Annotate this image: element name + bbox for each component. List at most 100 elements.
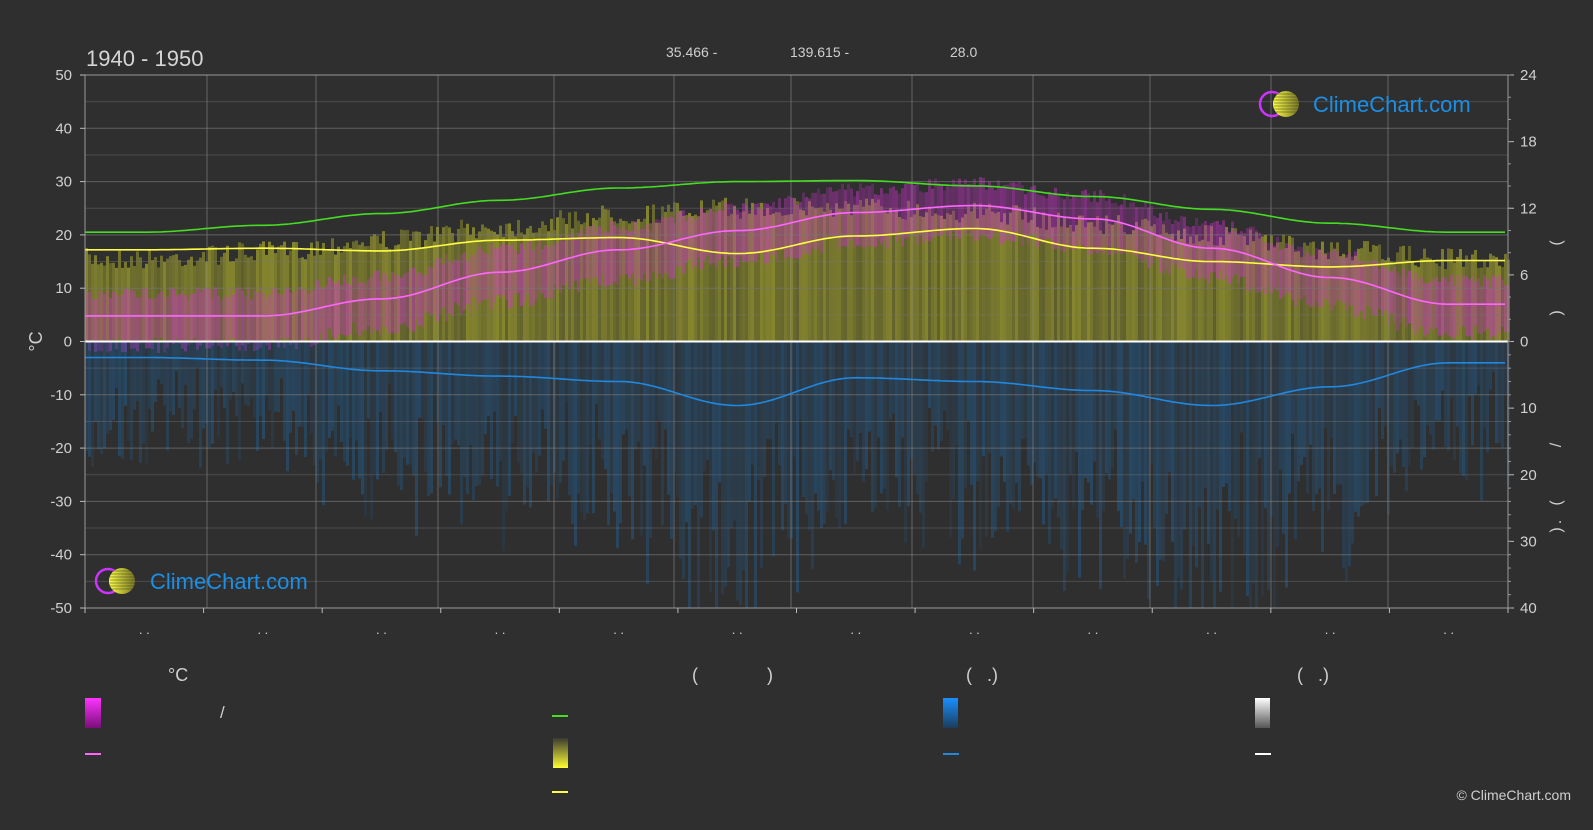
sunshine-band-bar	[1378, 244, 1381, 342]
precipitation-band-bar	[1426, 341, 1429, 426]
sunshine-band-bar	[106, 256, 109, 342]
precipitation-band-bar	[184, 341, 187, 386]
precipitation-band-bar	[649, 341, 652, 538]
precipitation-band-bar	[1084, 341, 1087, 479]
precipitation-band-bar	[427, 341, 430, 497]
x-tick-label: . .	[1206, 622, 1217, 637]
precipitation-band-bar	[562, 341, 565, 461]
precipitation-band-bar	[244, 341, 247, 405]
sunshine-band-bar	[1177, 230, 1180, 342]
precipitation-band-bar	[763, 341, 766, 477]
sunshine-band-bar	[271, 245, 274, 342]
precipitation-band-bar	[472, 341, 475, 501]
precipitation-band-bar	[496, 341, 499, 487]
temperature-band-bar	[802, 192, 805, 255]
temperature-band-bar	[358, 282, 361, 336]
temperature-band-bar	[787, 195, 790, 257]
temperature-band-bar	[400, 277, 403, 325]
precipitation-band-bar	[631, 341, 634, 540]
temperature-band-bar	[94, 299, 97, 352]
temperature-band-bar	[1351, 256, 1354, 305]
precipitation-band-bar	[820, 341, 823, 528]
precipitation-band-bar	[940, 341, 943, 442]
precipitation-band-bar	[532, 341, 535, 453]
precipitation-band-bar	[1129, 341, 1132, 534]
precipitation-band-bar	[1123, 341, 1126, 580]
temperature-band-bar	[862, 187, 865, 248]
precipitation-band-bar	[193, 341, 196, 410]
sunshine-band-bar	[1042, 212, 1045, 342]
precipitation-band-bar	[337, 341, 340, 406]
precipitation-band-bar	[424, 341, 427, 473]
precipitation-band-bar	[1054, 341, 1057, 499]
sunshine-band-bar	[220, 256, 223, 342]
temperature-band-bar	[1441, 277, 1444, 337]
temperature-band-bar	[1375, 261, 1378, 317]
temperature-band-bar	[865, 185, 868, 249]
temperature-band-bar	[799, 202, 802, 258]
precipitation-band-bar	[796, 341, 799, 593]
x-tick-label: . .	[1443, 622, 1454, 637]
precipitation-band-bar	[1318, 341, 1321, 489]
precipitation-band-bar	[253, 341, 256, 419]
sunshine-band-bar	[826, 203, 829, 342]
sunshine-band-bar	[1291, 237, 1294, 342]
sunshine-band-bar	[1318, 249, 1321, 342]
precipitation-band-bar	[976, 341, 979, 482]
precipitation-band-bar	[1279, 341, 1282, 470]
temperature-band-bar	[529, 240, 532, 307]
temperature-band-bar	[1237, 233, 1240, 284]
sunshine-band-bar	[1306, 245, 1309, 342]
precipitation-band-bar	[664, 341, 667, 430]
sunshine-band-bar	[1228, 233, 1231, 342]
sunshine-band-bar	[880, 206, 883, 342]
precipitation-band-bar	[625, 341, 628, 430]
precipitation-band-bar	[709, 341, 712, 592]
temperature-band-bar	[778, 198, 781, 250]
sunshine-band-bar	[679, 210, 682, 342]
sunshine-band-bar	[529, 225, 532, 342]
precipitation-band-bar	[577, 341, 580, 494]
temperature-band-bar	[229, 288, 232, 341]
precipitation-band-bar	[124, 341, 127, 406]
precipitation-band-bar	[1180, 341, 1183, 590]
temperature-band-bar	[1036, 194, 1039, 248]
sunshine-band-bar	[1150, 226, 1153, 342]
precipitation-band-bar	[529, 341, 532, 508]
temperature-band-bar	[655, 218, 658, 279]
temperature-band-bar	[1342, 257, 1345, 303]
precipitation-band-bar	[1090, 341, 1093, 505]
temperature-band-bar	[610, 221, 613, 285]
precipitation-band-bar	[1036, 341, 1039, 478]
temperature-band-bar	[1045, 198, 1048, 239]
sunshine-band-bar	[760, 202, 763, 342]
precipitation-band-bar	[325, 341, 328, 452]
precipitation-band-bar	[1465, 341, 1468, 481]
temperature-band-bar	[394, 274, 397, 334]
sunshine-band-bar	[1162, 224, 1165, 342]
precipitation-band-bar	[712, 341, 715, 531]
precipitation-band-bar	[844, 341, 847, 524]
temperature-band-bar	[856, 191, 859, 246]
sunshine-band-bar	[1219, 237, 1222, 342]
sunshine-band-bar	[1186, 243, 1189, 342]
sunshine-band-bar	[184, 264, 187, 342]
precipitation-band-bar	[949, 341, 952, 538]
temperature-band-bar	[1132, 202, 1135, 255]
precipitation-band-bar	[883, 341, 886, 489]
temperature-band-bar	[898, 193, 901, 238]
sunshine-band-bar	[691, 216, 694, 342]
temperature-band-bar	[943, 190, 946, 231]
precipitation-band-bar	[1414, 341, 1417, 401]
temperature-band-bar	[1345, 254, 1348, 312]
temperature-band-bar	[1312, 255, 1315, 307]
precipitation-band-bar	[295, 341, 298, 456]
precipitation-band-bar	[826, 341, 829, 512]
sunshine-band-bar	[484, 227, 487, 342]
precipitation-band-bar	[1045, 341, 1048, 474]
sunshine-band-bar	[1354, 255, 1357, 342]
sunshine-band-bar	[1120, 223, 1123, 342]
sunshine-band-bar	[1357, 248, 1360, 342]
temperature-band-bar	[484, 253, 487, 301]
sunshine-band-bar	[1255, 232, 1258, 342]
